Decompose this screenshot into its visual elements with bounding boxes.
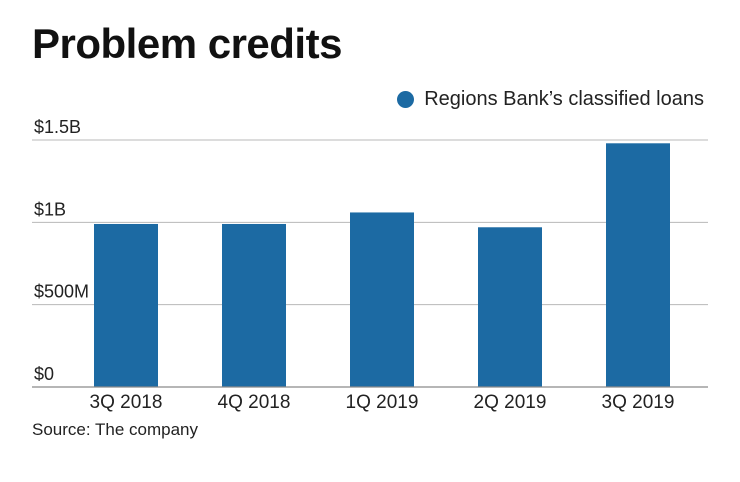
bar bbox=[606, 143, 670, 387]
chart-title: Problem credits bbox=[32, 20, 342, 67]
x-tick-label: 2Q 2019 bbox=[474, 392, 547, 413]
x-tick-label: 3Q 2019 bbox=[602, 392, 675, 413]
x-tick-label: 3Q 2018 bbox=[90, 392, 163, 413]
bar bbox=[478, 227, 542, 387]
y-tick-label: $500M bbox=[34, 282, 89, 302]
x-tick-label: 1Q 2019 bbox=[346, 392, 419, 413]
legend-marker bbox=[397, 91, 415, 108]
x-tick-label: 4Q 2018 bbox=[218, 392, 291, 413]
source-note: Source: The company bbox=[32, 420, 198, 439]
legend-label: Regions Bank’s classified loans bbox=[424, 88, 704, 110]
y-tick-label: $1B bbox=[34, 199, 66, 219]
bar bbox=[350, 212, 414, 387]
y-tick-label: $1.5B bbox=[34, 117, 81, 137]
y-tick-label: $0 bbox=[34, 364, 54, 384]
bar bbox=[222, 223, 286, 387]
legend: Regions Bank’s classified loans bbox=[397, 88, 704, 111]
bar bbox=[94, 223, 158, 387]
